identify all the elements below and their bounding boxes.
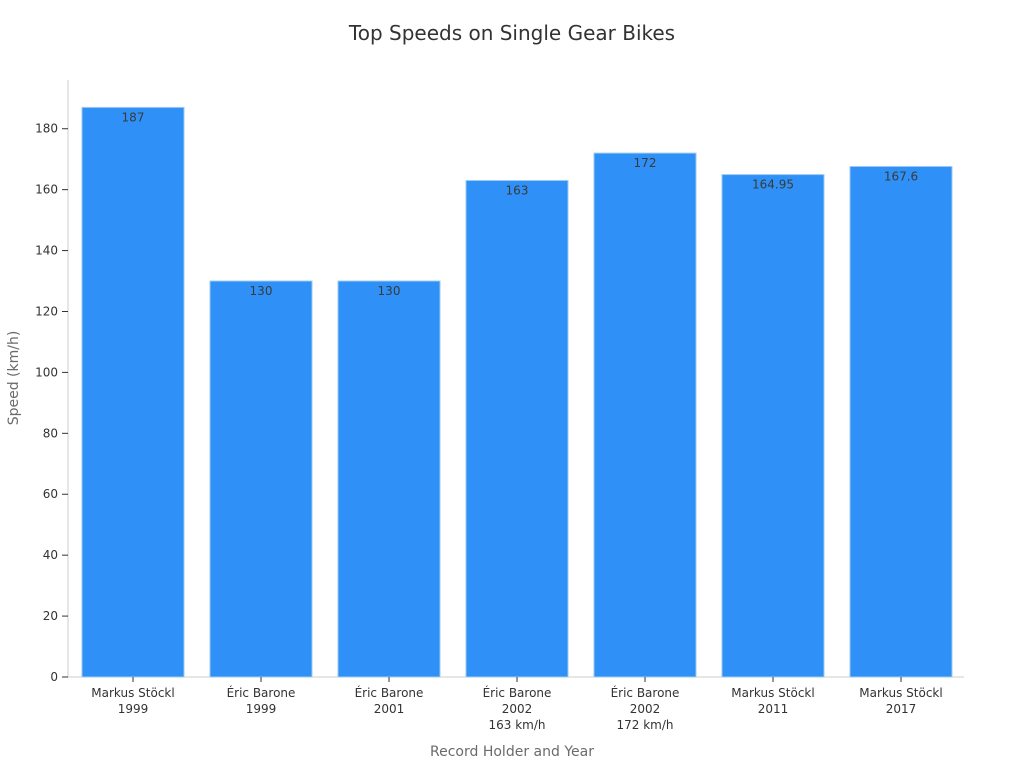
- x-category-label: Markus Stöckl: [859, 686, 942, 700]
- y-tick-label: 180: [35, 122, 58, 136]
- x-category-label: Éric Barone: [227, 685, 296, 700]
- bar: [849, 166, 953, 678]
- bar-value-label: 163: [506, 184, 529, 198]
- x-category-label: Markus Stöckl: [91, 686, 174, 700]
- bar-value-label: 167.6: [884, 170, 918, 184]
- bar: [337, 280, 441, 678]
- x-axis-labels: Markus Stöckl 1999 Éric Barone 1999 Éric Bar…: [91, 677, 943, 732]
- x-category-label: 172 km/h: [616, 718, 673, 732]
- bar: [593, 152, 697, 678]
- y-tick-label: 80: [43, 426, 58, 440]
- bar-value-label: 187: [122, 110, 145, 124]
- x-category-label: 163 km/h: [488, 718, 545, 732]
- bar-value-label: 130: [250, 284, 273, 298]
- y-tick-label: 60: [43, 487, 58, 501]
- bar: [209, 280, 313, 678]
- bar-value-label: 164.95: [752, 178, 794, 192]
- x-axis-title: Record Holder and Year: [430, 744, 594, 760]
- bars-group: 187 130 130 163 172 164.95 167.6: [81, 106, 953, 678]
- y-axis-title: Speed (km/h): [6, 331, 22, 426]
- bar: [465, 180, 569, 678]
- x-category-label: 2002: [502, 702, 533, 716]
- x-category-label: 2001: [374, 702, 405, 716]
- y-tick-label: 140: [35, 244, 58, 258]
- x-category-label: Éric Barone: [355, 685, 424, 700]
- bar: [81, 106, 185, 678]
- y-tick-label: 0: [50, 670, 58, 684]
- bar: [721, 174, 825, 678]
- x-category-label: Markus Stöckl: [731, 686, 814, 700]
- x-category-label: 2002: [630, 702, 661, 716]
- y-tick-label: 100: [35, 365, 58, 379]
- bar-value-label: 130: [378, 284, 401, 298]
- x-category-label: 2017: [886, 702, 917, 716]
- y-tick-label: 160: [35, 183, 58, 197]
- x-category-label: 2011: [758, 702, 789, 716]
- y-axis-ticks: 0 20 40 60 80 100 120 140 160 180: [35, 122, 68, 684]
- chart-title: Top Speeds on Single Gear Bikes: [348, 21, 675, 45]
- y-tick-label: 120: [35, 304, 58, 318]
- x-category-label: Éric Barone: [611, 685, 680, 700]
- y-tick-label: 20: [43, 609, 58, 623]
- bar-value-label: 172: [634, 156, 657, 170]
- x-category-label: 1999: [118, 702, 149, 716]
- x-category-label: 1999: [246, 702, 277, 716]
- x-category-label: Éric Barone: [483, 685, 552, 700]
- y-tick-label: 40: [43, 548, 58, 562]
